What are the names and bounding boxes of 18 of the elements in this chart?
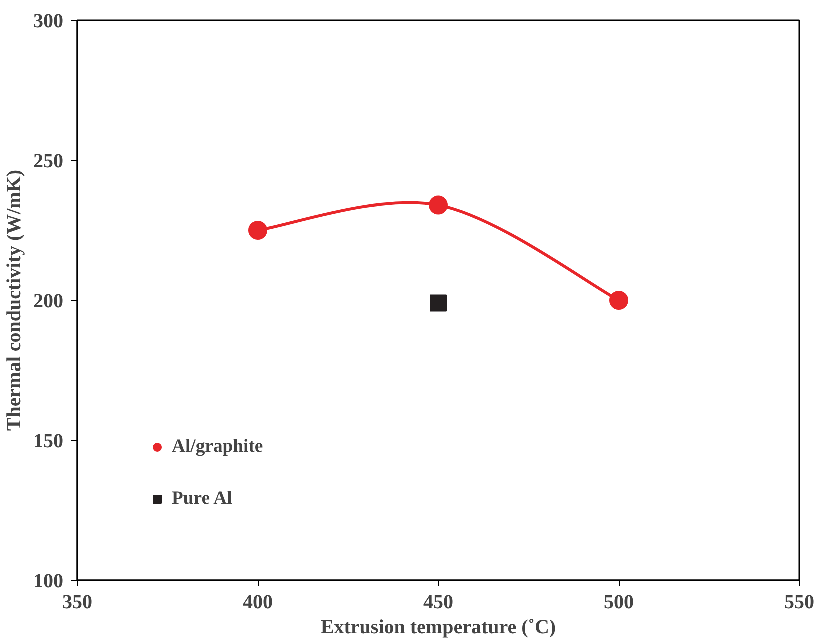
x-tick-label: 350 (62, 592, 92, 614)
x-tick-label: 500 (604, 592, 634, 614)
legend-label: Pure Al (172, 488, 232, 510)
point (429, 196, 448, 215)
x-axis-title: Extrusion temperature (˚C) (320, 616, 556, 638)
x-tick-label: 400 (243, 592, 273, 614)
x-tick-label: 550 (784, 592, 814, 614)
y-tick-label: 200 (34, 290, 64, 312)
legend-label: Al/graphite (172, 436, 264, 458)
y-tick-label: 100 (34, 570, 64, 592)
point (610, 291, 628, 310)
point (248, 221, 268, 240)
y-tick-label: 250 (34, 150, 64, 172)
y-tick-label: 150 (34, 430, 64, 452)
y-tick-label: 300 (34, 10, 64, 32)
y-axis-title: Thermal conductivity (W/mK) (4, 170, 26, 432)
x-tick-label: 450 (424, 592, 454, 614)
point (430, 294, 447, 312)
